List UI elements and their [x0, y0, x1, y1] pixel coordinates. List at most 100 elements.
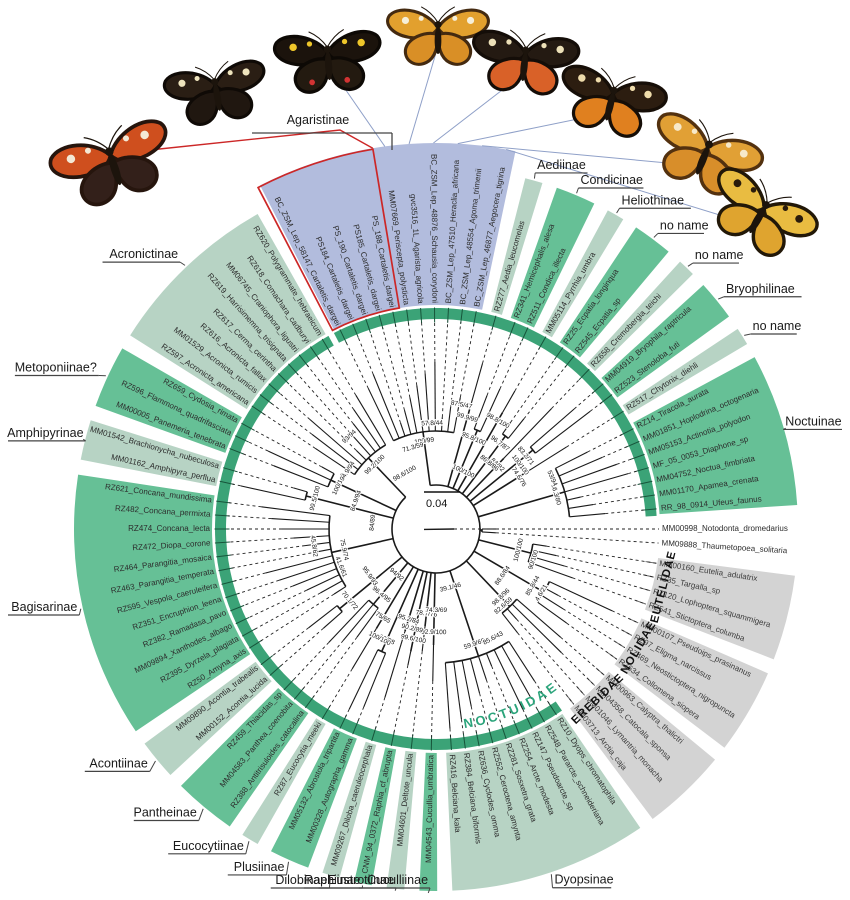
subfamily-label: Pantheinae — [134, 805, 197, 819]
branch-extension — [252, 429, 322, 468]
branch-extension — [253, 592, 321, 631]
butterfly-hindwing — [716, 203, 762, 237]
subfamily-label: Eucocytiinae — [173, 839, 244, 853]
tip-tick — [639, 494, 655, 498]
support-value: 45.8/62 — [309, 535, 319, 558]
branch-extension — [260, 593, 335, 642]
subfamily-sector-Cuculliinae — [419, 752, 438, 891]
branch — [479, 388, 501, 432]
branch-extension — [227, 537, 294, 543]
branch-extension — [611, 610, 639, 624]
butterfly-head — [323, 45, 332, 54]
wing-spot — [691, 128, 698, 135]
butterfly-head — [610, 86, 618, 95]
wing-spot — [488, 38, 497, 47]
branch — [440, 417, 443, 432]
wing-spot — [733, 179, 742, 188]
antenna — [759, 178, 768, 204]
branch-extension — [522, 709, 527, 718]
tip-tick — [578, 368, 590, 381]
antenna — [525, 33, 546, 49]
clade-stem — [404, 570, 424, 632]
tip-tick — [410, 734, 414, 750]
subfamily-sector-Raphiinae — [354, 747, 397, 886]
branch — [569, 512, 606, 518]
branch-extension — [375, 697, 386, 729]
subfamily-label: no name — [660, 218, 709, 232]
wing-spot — [306, 41, 313, 47]
tip-tick — [509, 321, 516, 337]
tip-tick — [538, 336, 547, 350]
branch-extension — [589, 402, 602, 412]
subfamily-sector-Amphipyrinae — [80, 420, 223, 487]
branch-extension — [546, 545, 657, 564]
wing-spot — [506, 39, 512, 45]
tip-tick — [260, 655, 274, 666]
butterfly-body — [108, 154, 122, 186]
subfamily-sector-Eustrotiinae — [386, 750, 417, 890]
label-leader — [718, 296, 725, 300]
tip-tick — [241, 422, 255, 431]
tip-tick — [268, 383, 281, 394]
tip-tick — [251, 405, 265, 415]
tip-tick — [473, 311, 477, 327]
branch-extension — [407, 322, 418, 386]
butterfly-body — [324, 51, 333, 81]
butterfly-body — [695, 146, 710, 175]
branch — [564, 473, 629, 493]
tip-tick — [288, 363, 299, 376]
branch — [384, 631, 406, 698]
subfamily-label: Raphiinae — [304, 873, 360, 887]
wing-spot — [84, 147, 91, 154]
butterfly-head — [211, 78, 219, 86]
tip-tick — [630, 453, 645, 460]
noctuidae-inner-ring — [215, 335, 562, 750]
support-value: 84.9/94 — [349, 489, 363, 512]
branch-extension — [450, 321, 462, 407]
antenna — [194, 66, 215, 81]
branch — [501, 612, 518, 634]
branch — [355, 449, 367, 461]
branch-extension — [369, 331, 401, 423]
subfamily-label: Dyopsinae — [555, 873, 614, 887]
tip-tick — [277, 373, 290, 385]
wing-spot — [242, 68, 250, 76]
tip-tick — [352, 720, 359, 735]
clade-stem — [375, 566, 415, 629]
branch-extension — [593, 496, 643, 506]
clade-stem — [449, 570, 480, 657]
subfamily-label: no name — [695, 248, 744, 262]
branch — [530, 555, 565, 567]
branch — [273, 465, 329, 488]
tip-tick — [475, 731, 480, 747]
clade-stem — [372, 562, 409, 605]
tip-tick — [234, 435, 249, 443]
branch-extension — [482, 328, 493, 364]
clade-stem — [472, 471, 528, 507]
tip-tick — [591, 383, 604, 394]
tip-tick — [625, 440, 640, 448]
branch — [315, 447, 355, 476]
branch — [353, 409, 381, 449]
tip-tick — [230, 604, 245, 612]
butterfly-hindwing — [403, 31, 440, 66]
branch — [399, 422, 406, 437]
clade-stem — [473, 550, 545, 593]
branch-extension — [486, 334, 511, 396]
butterfly-body — [434, 26, 442, 55]
butterfly-hindwing — [215, 87, 254, 120]
branch-extension — [459, 323, 475, 398]
label-leader — [78, 608, 82, 616]
branch-extension — [232, 483, 241, 487]
branch — [342, 603, 374, 641]
tip-tick — [449, 734, 452, 750]
branch — [535, 410, 591, 454]
wing-spot — [452, 15, 458, 21]
branch — [532, 543, 547, 547]
branch — [566, 496, 581, 501]
clade-stem — [478, 539, 532, 554]
clade-arc — [445, 640, 510, 664]
tip-tick — [462, 733, 466, 749]
antenna — [614, 76, 636, 89]
label-leader — [245, 841, 250, 854]
